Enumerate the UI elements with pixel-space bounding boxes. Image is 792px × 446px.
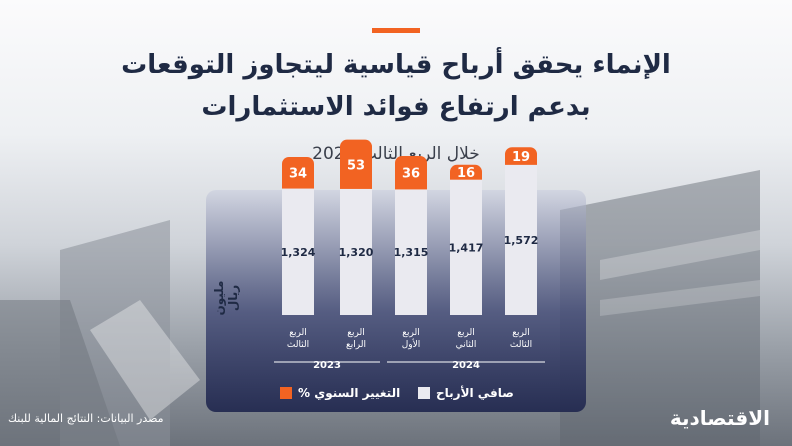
category-label: الربع: [347, 328, 365, 338]
data-label-change: 34: [289, 167, 307, 182]
accent-bar: [372, 28, 420, 33]
source-note: مصدر البيانات: النتائج المالية للبنك: [8, 412, 164, 425]
data-label-profit: 1,320: [339, 246, 374, 259]
bar-profit: [450, 179, 482, 315]
category-label: الربع: [457, 328, 475, 338]
data-label-profit: 1,417: [449, 241, 484, 254]
year-label: 2023: [313, 360, 341, 371]
data-label-profit: 1,315: [394, 246, 429, 259]
legend-item-change: التغيير السنوي %: [280, 386, 400, 400]
data-label-change: 36: [402, 167, 420, 182]
bar-profit: [395, 189, 427, 315]
data-label-profit: 1,324: [281, 246, 316, 259]
category-label: الربع: [402, 328, 420, 338]
category-label: الثالث: [510, 340, 532, 350]
legend-change-label: التغيير السنوي %: [298, 386, 401, 400]
headline-line-2: بدعم ارتفاع فوائد الاستثمارات: [201, 92, 591, 122]
legend-change-swatch: [280, 387, 292, 399]
legend-profit-label: صافي الأرباح: [436, 386, 514, 400]
category-label: الربع: [512, 328, 530, 338]
category-label: الأول: [402, 338, 421, 350]
bar-profit: [505, 164, 537, 315]
bar-profit: [340, 188, 372, 315]
year-label: 2024: [452, 360, 480, 371]
legend-profit-swatch: [418, 387, 430, 399]
category-label: الربع: [289, 328, 307, 338]
headline-line-1: الإنماء يحقق أرباح قياسية ليتجاوز التوقع…: [121, 50, 671, 80]
data-label-change: 53: [347, 158, 365, 173]
bar-change: [340, 139, 372, 201]
data-label-change: 19: [512, 150, 530, 165]
category-label: الثاني: [456, 340, 477, 350]
y-axis-label: مليون ريال: [212, 280, 240, 316]
brand-logo: الاقتصادية: [669, 406, 770, 430]
data-label-change: 16: [457, 166, 475, 181]
category-label: الثالث: [287, 340, 309, 350]
bar-profit: [282, 188, 314, 315]
data-label-profit: 1,572: [504, 234, 539, 247]
category-label: الرابع: [346, 340, 366, 350]
legend-item-profit: صافي الأرباح: [418, 386, 514, 400]
